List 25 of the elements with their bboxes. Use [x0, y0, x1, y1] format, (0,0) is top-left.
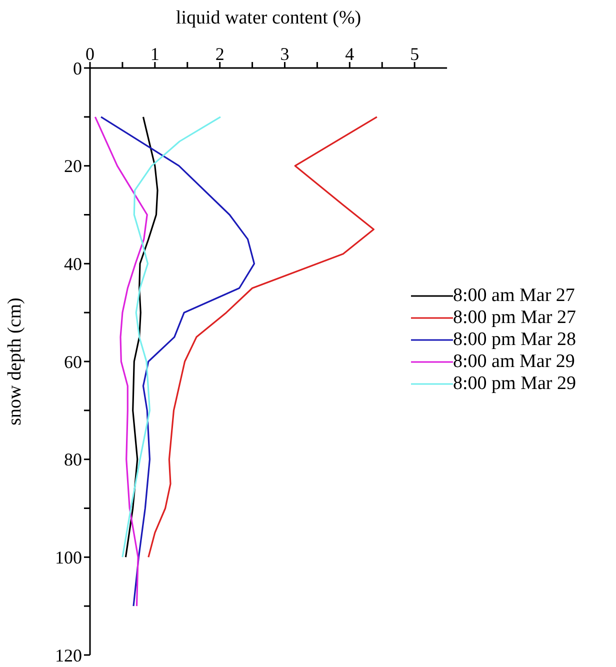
y-tick-label: 120	[55, 645, 82, 666]
y-tick-label: 100	[55, 548, 82, 568]
line-series	[100, 116, 256, 607]
legend-label: 8:00 am Mar 29	[453, 351, 575, 373]
line-series	[94, 116, 148, 607]
legend-label: 8:00 pm Mar 27	[453, 307, 576, 329]
y-tick-label: 60	[64, 352, 82, 372]
line-series	[122, 116, 222, 558]
x-tick-label: 5	[410, 44, 420, 64]
x-tick-label: 4	[345, 44, 354, 64]
y-axis-title: snow depth (cm)	[4, 298, 26, 426]
y-tick-label: 0	[73, 58, 82, 78]
y-tick-label: 80	[64, 450, 82, 470]
legend-label: 8:00 pm Mar 29	[453, 373, 576, 395]
x-tick-label: 1	[150, 44, 160, 64]
x-tick-label: 3	[280, 44, 290, 64]
y-tick-label: 20	[64, 156, 82, 176]
line-series	[124, 116, 158, 558]
legend-label: 8:00 pm Mar 28	[453, 329, 576, 351]
line-series	[148, 116, 378, 558]
legend-label: 8:00 am Mar 27	[453, 285, 575, 307]
x-tick-label: 2	[215, 44, 224, 64]
x-axis-title: liquid water content (%)	[176, 7, 362, 28]
y-tick-label: 40	[64, 254, 82, 274]
x-tick-label: 0	[86, 44, 94, 64]
